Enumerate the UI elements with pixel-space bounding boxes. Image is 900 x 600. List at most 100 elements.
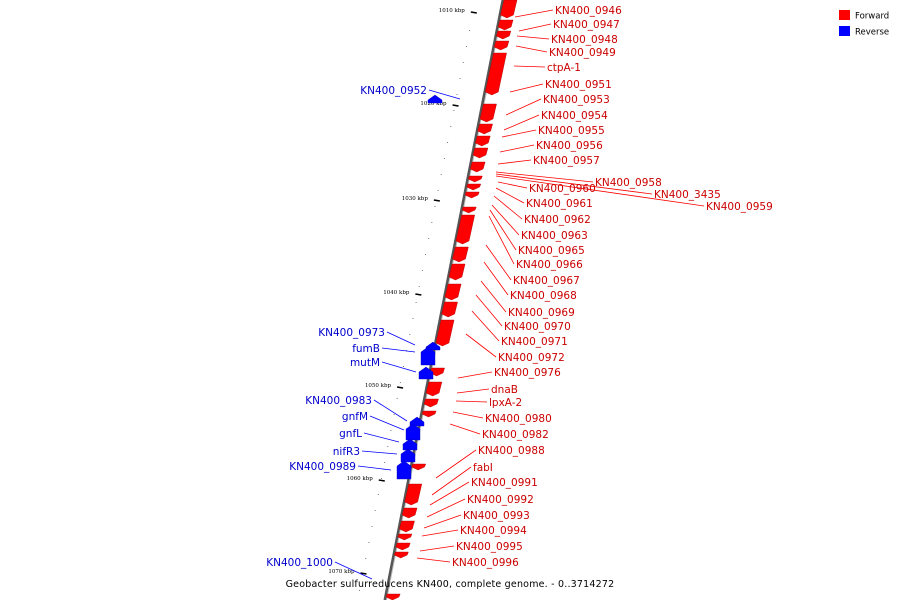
genome-backbone bbox=[383, 0, 505, 600]
legend-reverse-label: Reverse bbox=[855, 28, 889, 38]
forward-leader-line bbox=[483, 261, 509, 296]
forward-gene-label: KN400_0949 bbox=[549, 47, 616, 59]
reverse-gene-label: gnfM bbox=[342, 411, 368, 423]
forward-gene bbox=[464, 191, 480, 199]
tick-label: 1070 kbp bbox=[328, 569, 355, 575]
forward-leader-line bbox=[491, 204, 520, 236]
forward-gene-label: ctpA-1 bbox=[547, 62, 581, 74]
forward-gene-label: KN400_0953 bbox=[543, 94, 610, 106]
leader-line-layer bbox=[334, 9, 705, 580]
forward-leader-line bbox=[435, 449, 477, 479]
forward-gene-label: KN400_0954 bbox=[541, 110, 608, 122]
reverse-gene bbox=[420, 346, 436, 366]
forward-gene-label: KN400_0947 bbox=[553, 19, 620, 31]
forward-gene bbox=[425, 381, 443, 397]
reverse-leader-line bbox=[386, 331, 416, 346]
forward-gene-label: KN400_0967 bbox=[513, 275, 580, 287]
forward-gene-label: KN400_0956 bbox=[536, 140, 603, 152]
reverse-gene bbox=[409, 416, 425, 427]
minor-tick bbox=[447, 142, 449, 143]
minor-tick bbox=[412, 318, 414, 319]
minor-tick bbox=[403, 366, 405, 367]
forward-gene-label: KN400_0982 bbox=[482, 429, 549, 441]
forward-leader-line bbox=[515, 45, 548, 53]
forward-leader-line bbox=[480, 280, 507, 313]
forward-leader-line bbox=[452, 411, 484, 419]
tick-label: 1050 kbp bbox=[365, 383, 392, 389]
forward-gene-label: KN400_0955 bbox=[538, 125, 605, 137]
forward-leader-line bbox=[499, 144, 535, 153]
forward-gene bbox=[497, 19, 514, 31]
forward-leader-line bbox=[475, 294, 503, 327]
genome-caption: Geobacter sulfurreducens KN400, complete… bbox=[286, 579, 615, 590]
forward-gene-label: KN400_0962 bbox=[524, 214, 591, 226]
forward-gene bbox=[435, 319, 455, 347]
minor-tick bbox=[399, 382, 401, 383]
forward-leader-line bbox=[465, 333, 497, 358]
minor-tick bbox=[406, 350, 408, 351]
forward-gene-label: KN400_0963 bbox=[521, 230, 588, 242]
forward-gene-label: KN400_0992 bbox=[467, 494, 534, 506]
gene-layer bbox=[385, 0, 518, 600]
forward-leader-line bbox=[489, 209, 517, 251]
minor-tick bbox=[431, 222, 433, 223]
reverse-gene bbox=[400, 448, 416, 463]
forward-leader-line bbox=[457, 371, 493, 379]
forward-gene bbox=[441, 301, 458, 318]
forward-leader-line bbox=[426, 498, 466, 518]
tick-label: 1020 kbp bbox=[420, 101, 447, 107]
forward-gene bbox=[475, 135, 491, 147]
tick-label: 1060 kbp bbox=[347, 476, 374, 482]
forward-gene-label: KN400_0993 bbox=[463, 510, 530, 522]
forward-gene bbox=[466, 183, 482, 191]
legend-forward-swatch bbox=[839, 10, 850, 20]
tick-mark bbox=[452, 104, 459, 107]
forward-gene-label: dnaB bbox=[491, 384, 518, 396]
forward-leader-line bbox=[495, 171, 594, 183]
forward-gene-label: KN400_0994 bbox=[460, 525, 527, 537]
minor-tick bbox=[371, 526, 373, 527]
reverse-gene-label: gnfL bbox=[339, 428, 362, 440]
forward-gene-label: lpxA-2 bbox=[489, 397, 522, 409]
forward-leader-line bbox=[497, 159, 532, 165]
minor-tick bbox=[377, 494, 379, 495]
forward-leader-line bbox=[514, 9, 554, 18]
reverse-gene-label: KN400_0973 bbox=[318, 327, 385, 339]
reverse-leader-line bbox=[363, 432, 400, 443]
forward-leader-line bbox=[505, 98, 542, 116]
forward-leader-line bbox=[471, 310, 500, 342]
forward-gene bbox=[404, 483, 423, 506]
forward-gene bbox=[461, 206, 477, 214]
forward-gene bbox=[469, 161, 486, 173]
forward-leader-line bbox=[495, 175, 705, 207]
minor-tick bbox=[465, 46, 467, 47]
forward-gene bbox=[444, 283, 462, 301]
minor-tick bbox=[415, 302, 417, 303]
forward-gene-label: KN400_0980 bbox=[485, 413, 552, 425]
reverse-gene-label: KN400_0983 bbox=[305, 395, 372, 407]
minor-tick bbox=[409, 334, 411, 335]
forward-leader-line bbox=[456, 388, 490, 394]
forward-gene-label: KN400_0951 bbox=[545, 79, 612, 91]
forward-leader-line bbox=[416, 557, 451, 563]
minor-tick bbox=[358, 590, 360, 591]
forward-gene bbox=[485, 52, 507, 96]
forward-leader-line bbox=[516, 35, 550, 40]
forward-gene bbox=[467, 175, 483, 183]
forward-gene bbox=[421, 410, 437, 418]
forward-leader-line bbox=[495, 187, 525, 204]
minor-tick bbox=[396, 398, 398, 399]
forward-gene-label: KN400_0961 bbox=[526, 198, 593, 210]
minor-tick bbox=[437, 190, 439, 191]
reverse-gene-label: nifR3 bbox=[333, 446, 360, 458]
reverse-leader-line bbox=[357, 465, 392, 471]
tick-mark bbox=[415, 293, 422, 296]
tick-mark bbox=[360, 572, 367, 575]
legend-reverse-swatch bbox=[839, 26, 850, 36]
reverse-leader-line bbox=[334, 561, 373, 580]
legend: Forward Reverse bbox=[839, 10, 889, 38]
reverse-gene-label: KN400_0952 bbox=[360, 85, 427, 97]
forward-gene bbox=[477, 123, 493, 135]
forward-gene bbox=[423, 398, 439, 408]
forward-gene-label: KN400_0971 bbox=[501, 336, 568, 348]
